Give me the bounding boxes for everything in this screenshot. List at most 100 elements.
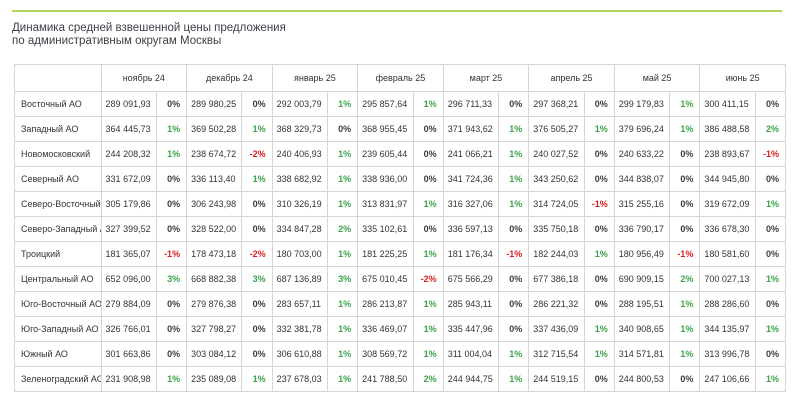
change-percent: 0% xyxy=(326,116,359,142)
price-value: 344 945,80 xyxy=(699,166,756,192)
price-value: 247 106,66 xyxy=(699,366,756,392)
table-row: Зеленоградский АО 231 908,98 1% 235 089,08 1… xyxy=(14,366,787,392)
price-value: 335 750,18 xyxy=(528,216,585,242)
change-percent: 1% xyxy=(583,116,615,142)
price-value: 286 213,87 xyxy=(357,291,414,317)
price-value: 344 838,07 xyxy=(613,166,671,192)
price-value: 334 847,28 xyxy=(271,216,328,242)
month-header: июнь 25 xyxy=(699,64,786,92)
table-row: Юго-Восточный АО 279 884,09 0% 279 876,38 0%… xyxy=(14,291,787,317)
change-percent: 0% xyxy=(754,341,787,367)
price-value: 299 179,83 xyxy=(613,91,671,117)
change-percent: 2% xyxy=(754,116,787,142)
table-row: Юго-Западный АО 326 766,01 0% 327 798,27 0% 3… xyxy=(14,316,787,342)
change-percent: 3% xyxy=(241,266,273,292)
price-value: 336 678,30 xyxy=(699,216,756,242)
price-value: 182 244,03 xyxy=(528,241,585,267)
change-percent: 3% xyxy=(155,266,188,292)
change-percent: 1% xyxy=(669,341,701,367)
price-value: 305 179,86 xyxy=(100,191,157,217)
change-percent: -1% xyxy=(669,241,701,267)
change-percent: 0% xyxy=(583,266,615,292)
change-percent: 1% xyxy=(754,316,787,342)
change-percent: 0% xyxy=(754,216,787,242)
change-percent: 1% xyxy=(155,141,188,167)
change-percent: -1% xyxy=(155,241,188,267)
change-percent: 1% xyxy=(583,316,615,342)
change-percent: 3% xyxy=(326,266,359,292)
change-percent: 0% xyxy=(155,191,188,217)
change-percent: 1% xyxy=(669,316,701,342)
price-value: 301 663,86 xyxy=(100,341,157,367)
price-value: 652 096,00 xyxy=(100,266,157,292)
change-percent: 1% xyxy=(583,341,615,367)
price-value: 368 955,45 xyxy=(357,116,414,142)
change-percent: 1% xyxy=(326,241,359,267)
month-header: январь 25 xyxy=(271,64,359,92)
price-value: 668 882,38 xyxy=(186,266,243,292)
change-percent: 0% xyxy=(583,141,615,167)
change-percent: 0% xyxy=(241,91,273,117)
month-header: ноябрь 24 xyxy=(100,64,188,92)
price-value: 238 893,67 xyxy=(699,141,756,167)
price-value: 316 327,06 xyxy=(442,191,500,217)
change-percent: 1% xyxy=(326,316,359,342)
price-value: 335 102,61 xyxy=(357,216,414,242)
price-value: 368 329,73 xyxy=(271,116,328,142)
price-value: 340 908,65 xyxy=(613,316,671,342)
change-percent: 0% xyxy=(669,166,701,192)
change-percent: 1% xyxy=(326,141,359,167)
month-header: март 25 xyxy=(442,64,530,92)
price-value: 244 800,53 xyxy=(613,366,671,392)
price-value: 303 084,12 xyxy=(186,341,243,367)
table-row: Северный АО 331 672,09 0% 336 113,40 1% 338 6… xyxy=(14,166,787,192)
change-percent: -1% xyxy=(754,141,787,167)
change-percent: 1% xyxy=(326,341,359,367)
change-percent: 0% xyxy=(754,241,787,267)
price-value: 326 766,01 xyxy=(100,316,157,342)
price-value: 180 581,60 xyxy=(699,241,756,267)
change-percent: -2% xyxy=(241,241,273,267)
price-value: 331 672,09 xyxy=(100,166,157,192)
price-value: 238 674,72 xyxy=(186,141,243,167)
price-value: 343 250,62 xyxy=(528,166,585,192)
change-percent: 0% xyxy=(412,216,444,242)
change-percent: 1% xyxy=(754,266,787,292)
price-value: 327 399,52 xyxy=(100,216,157,242)
change-percent: 0% xyxy=(155,91,188,117)
price-value: 336 113,40 xyxy=(186,166,243,192)
price-value: 344 135,97 xyxy=(699,316,756,342)
change-percent: 0% xyxy=(412,141,444,167)
header-district xyxy=(14,64,102,92)
price-value: 235 089,08 xyxy=(186,366,243,392)
district-name: Северо-Восточный АО xyxy=(14,191,102,217)
price-value: 379 696,24 xyxy=(613,116,671,142)
change-percent: 0% xyxy=(669,191,701,217)
page-title: Динамика средней взвешенной цены предлож… xyxy=(12,22,286,48)
price-value: 244 944,75 xyxy=(442,366,500,392)
change-percent: 1% xyxy=(754,366,787,392)
change-percent: 1% xyxy=(326,291,359,317)
month-header: февраль 25 xyxy=(357,64,444,92)
price-value: 181 176,34 xyxy=(442,241,500,267)
price-value: 328 522,00 xyxy=(186,216,243,242)
district-name: Северный АО xyxy=(14,166,102,192)
change-percent: 1% xyxy=(326,91,359,117)
change-percent: 1% xyxy=(498,366,530,392)
price-value: 700 027,13 xyxy=(699,266,756,292)
price-value: 311 004,04 xyxy=(442,341,500,367)
change-percent: 1% xyxy=(583,241,615,267)
change-percent: -1% xyxy=(583,191,615,217)
month-header: декабрь 24 xyxy=(186,64,273,92)
price-value: 336 790,17 xyxy=(613,216,671,242)
price-value: 314 724,05 xyxy=(528,191,585,217)
price-value: 687 136,89 xyxy=(271,266,328,292)
price-value: 313 996,78 xyxy=(699,341,756,367)
change-percent: 0% xyxy=(754,291,787,317)
table-row: Троицкий 181 365,07 -1% 178 473,18 -2% 180 70… xyxy=(14,241,787,267)
price-value: 297 368,21 xyxy=(528,91,585,117)
district-name: Восточный АО xyxy=(14,91,102,117)
change-percent: 0% xyxy=(155,216,188,242)
change-percent: -2% xyxy=(412,266,444,292)
table-row: Северо-Западный АО327 399,520%328 522,00… xyxy=(14,216,787,242)
